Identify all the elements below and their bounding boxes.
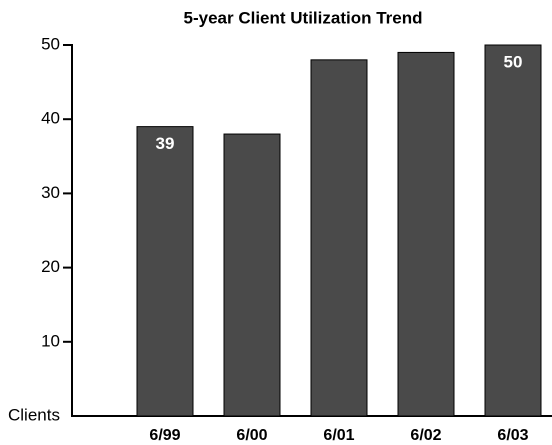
y-tick-label: 40 bbox=[41, 109, 60, 128]
y-axis-label: Clients bbox=[8, 405, 60, 424]
bar bbox=[397, 51, 455, 417]
x-tick-label: 6/02 bbox=[410, 427, 441, 444]
y-tick-label: 50 bbox=[41, 34, 60, 53]
bar bbox=[310, 59, 368, 417]
x-tick-label: 6/03 bbox=[497, 427, 528, 444]
bar bbox=[484, 44, 542, 417]
x-tick-label: 6/99 bbox=[149, 427, 180, 444]
data-label: 39 bbox=[156, 134, 175, 153]
data-label: 50 bbox=[504, 52, 523, 71]
bar bbox=[136, 126, 194, 417]
chart-title: 5-year Client Utilization Trend bbox=[184, 8, 423, 27]
x-tick-label: 6/00 bbox=[236, 427, 267, 444]
bar bbox=[223, 133, 281, 417]
y-tick-label: 10 bbox=[41, 331, 60, 350]
y-tick-label: 20 bbox=[41, 257, 60, 276]
y-tick-label: 30 bbox=[41, 183, 60, 202]
x-tick-label: 6/01 bbox=[323, 427, 354, 444]
